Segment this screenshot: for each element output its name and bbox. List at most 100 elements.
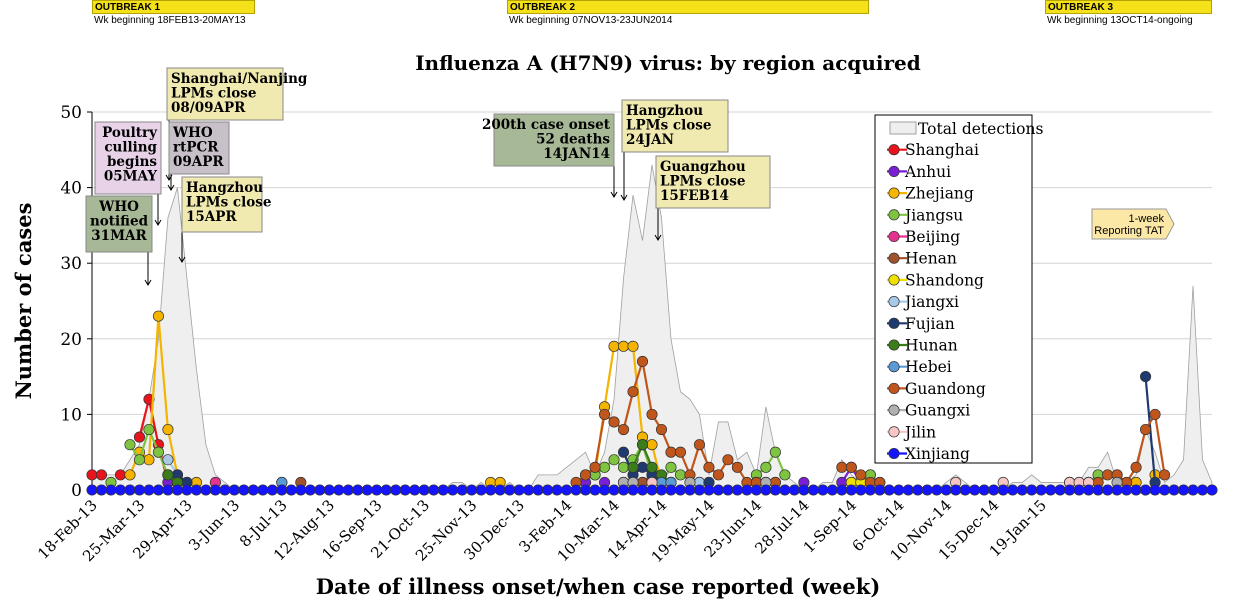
outbreak-3-dates: Wk beginning 13OCT14-ongoing [1047, 15, 1193, 26]
data-point [1102, 484, 1114, 496]
legend-label: Hebei [905, 358, 952, 376]
data-point [475, 484, 487, 496]
shanghai-nanjing-arrowhead [165, 174, 173, 181]
data-point [845, 484, 857, 496]
series-hebei [276, 476, 677, 488]
data-point [228, 484, 240, 496]
data-point [703, 461, 715, 473]
legend-swatch-marker [888, 274, 900, 286]
data-point [86, 484, 98, 496]
who-rtpcr-line: rtPCR [173, 140, 219, 156]
reporting-tat-line: Reporting TAT [1094, 225, 1164, 237]
who-notified-arrowhead [144, 279, 152, 286]
who-notified-box [85, 195, 153, 253]
y-tick-label: 0 [71, 481, 82, 501]
shanghai-nanjing-line: 08/09APR [171, 100, 246, 116]
legend-label: Shanghai [905, 141, 979, 159]
data-point [561, 484, 573, 496]
data-point [589, 461, 601, 473]
shanghai-nanjing-box [166, 67, 284, 121]
poultry-culling-line: begins [107, 154, 157, 170]
who-rtpcr-line: WHO [172, 125, 213, 141]
data-point [1102, 469, 1114, 481]
legend-label: Hunan [905, 337, 958, 355]
data-point [855, 469, 867, 481]
data-point [807, 484, 819, 496]
200th-case-line: 52 deaths [536, 132, 610, 148]
who-rtpcr-arrowhead [167, 184, 175, 191]
hangzhou-2-line: Hangzhou [626, 103, 703, 119]
data-point [1168, 484, 1180, 496]
data-point [646, 484, 658, 496]
legend-swatch-marker [888, 382, 900, 394]
who-notified-line: 31MAR [91, 228, 147, 244]
data-point [380, 484, 392, 496]
200th-case-line: 200th case onset [482, 117, 611, 133]
hangzhou-1-box [181, 176, 263, 233]
legend-swatch-marker [888, 317, 900, 329]
reporting-tat-box [1091, 208, 1175, 240]
data-point [209, 484, 221, 496]
legend-swatch-marker [888, 252, 900, 264]
data-point [693, 484, 706, 496]
data-point [893, 484, 905, 496]
data-point [371, 484, 383, 496]
data-point [1111, 484, 1123, 496]
data-point [674, 446, 687, 458]
outbreak-2-banner: OUTBREAK 2 Wk beginning 07NOV13-23JUN201… [507, 0, 869, 27]
data-point [133, 431, 146, 443]
data-point [674, 484, 687, 496]
data-point [124, 484, 136, 496]
legend-label: Jilin [903, 423, 936, 441]
data-point [769, 446, 781, 458]
data-point [428, 484, 440, 496]
200th-case-arrowhead [610, 191, 618, 198]
data-point [817, 484, 829, 496]
hangzhou-2-line: 24JAN [626, 132, 674, 148]
outbreak-1-dates: Wk beginning 18FEB13-20MAY13 [94, 15, 246, 26]
poultry-culling-arrowhead [154, 219, 162, 226]
data-point [133, 484, 146, 496]
hangzhou-2-line: LPMs close [626, 118, 711, 134]
data-point [997, 484, 1009, 496]
data-point [627, 340, 639, 352]
data-point [200, 484, 212, 496]
data-point [219, 484, 231, 496]
hangzhou-1-line: 15APR [186, 209, 237, 225]
data-point [1158, 484, 1171, 496]
data-point [855, 484, 867, 496]
data-point [551, 484, 563, 496]
legend-label: Total detections [918, 120, 1043, 138]
data-point [171, 484, 183, 496]
who-notified-line: WHO [98, 199, 139, 215]
data-point [409, 484, 421, 496]
y-axis-label: Number of cases [11, 203, 36, 400]
data-point [731, 461, 743, 473]
data-point [931, 484, 943, 496]
data-point [665, 484, 677, 496]
data-point [1140, 484, 1152, 496]
legend-label: Guandong [905, 380, 986, 398]
legend-swatch-marker [888, 187, 900, 199]
data-point [143, 454, 155, 466]
data-point [570, 484, 582, 496]
data-point [608, 340, 620, 352]
legend-box [874, 114, 1033, 464]
poultry-culling-line: culling [104, 140, 157, 156]
200th-case-line: 14JAN14 [543, 146, 610, 162]
outbreak-3-banner: OUTBREAK 3 Wk beginning 13OCT14-ongoing [1045, 0, 1212, 27]
data-point [693, 439, 706, 451]
data-point [342, 484, 354, 496]
data-point [352, 484, 364, 496]
data-point [722, 454, 734, 466]
data-point [988, 484, 1000, 496]
data-point [114, 484, 127, 496]
data-point [181, 484, 193, 496]
data-point [304, 484, 316, 496]
data-point [323, 484, 335, 496]
data-point [152, 484, 164, 496]
data-point [598, 408, 611, 420]
